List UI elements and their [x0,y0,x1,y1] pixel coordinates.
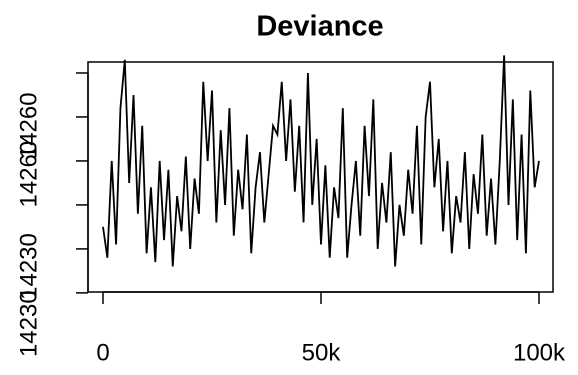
trace-line [102,55,540,267]
y-tick-label: 14230 [15,233,42,300]
y-tick-label: 14260 [15,92,42,159]
y-tick-label: 14230 [15,290,42,357]
x-tick-label: 50k [302,339,342,366]
plot-box [87,61,554,293]
y-tick-label: 14260 [15,141,42,208]
x-tick-label: 0 [96,339,109,366]
chart-title: Deviance [256,11,383,43]
x-tick-label: 100k [513,339,566,366]
